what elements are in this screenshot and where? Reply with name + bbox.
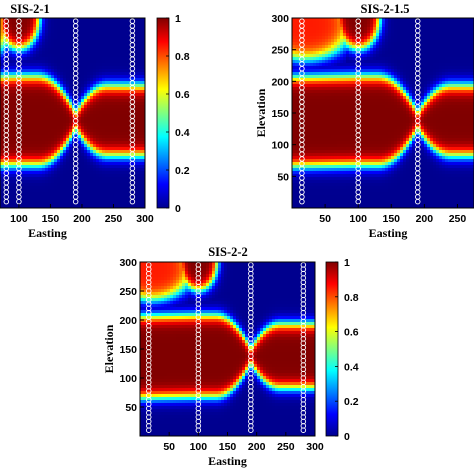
x-tick-label: 200 bbox=[248, 441, 266, 453]
sample-point bbox=[16, 18, 22, 24]
y-tick-label: 150 bbox=[119, 344, 137, 356]
y-tick-label: 250 bbox=[119, 286, 137, 298]
sample-point bbox=[72, 18, 79, 24]
y-tick-label: 150 bbox=[271, 108, 289, 120]
y-tick-label: 100 bbox=[271, 140, 289, 152]
x-axis-label: Easting bbox=[369, 226, 408, 240]
x-tick-label: 50 bbox=[163, 441, 175, 453]
colorbar bbox=[325, 261, 339, 437]
x-tick-label: 50 bbox=[319, 213, 331, 225]
sample-point bbox=[129, 18, 136, 24]
heatmap-field bbox=[0, 18, 145, 208]
x-axis-label: Easting bbox=[208, 454, 247, 468]
colorbar-tick-label: 0.8 bbox=[175, 51, 190, 63]
chart-title: SIS-2-1.5 bbox=[361, 2, 410, 16]
sample-point bbox=[195, 262, 202, 268]
chart-title: SIS-2-2 bbox=[208, 245, 248, 259]
y-tick-label: 50 bbox=[125, 402, 137, 414]
heatmap-field bbox=[140, 262, 315, 436]
colorbar-tick-label: 1 bbox=[344, 257, 350, 269]
colorbar bbox=[156, 17, 170, 209]
panel-1: SIS-2-1 100 150 200 250 300 Easting 0 0.2 0.4 0.6 0… bbox=[0, 2, 190, 240]
sample-point bbox=[300, 262, 307, 268]
sample-point bbox=[414, 18, 421, 24]
colorbar-tick-label: 0 bbox=[175, 203, 181, 215]
panel-2: SIS-2-1.5 50 100 150 200 250 Easting 50 100 150 20… bbox=[254, 2, 474, 240]
x-tick-label: 150 bbox=[219, 441, 237, 453]
x-tick-label: 300 bbox=[306, 441, 324, 453]
colorbar-tick-label: 0.2 bbox=[344, 396, 359, 408]
colorbar-tick-label: 0.8 bbox=[344, 292, 359, 304]
sample-point bbox=[299, 18, 305, 24]
y-axis-label: Elevation bbox=[102, 324, 116, 373]
x-tick-label: 250 bbox=[277, 441, 295, 453]
x-tick-label: 200 bbox=[73, 213, 91, 225]
colorbar-tick-label: 0.6 bbox=[344, 327, 359, 339]
chart-title: SIS-2-1 bbox=[10, 2, 50, 16]
x-tick-label: 300 bbox=[136, 213, 154, 225]
x-tick-label: 100 bbox=[349, 213, 367, 225]
plot-frame bbox=[0, 17, 146, 209]
colorbar-tick-label: 0 bbox=[344, 431, 350, 443]
x-tick-label: 250 bbox=[449, 213, 467, 225]
y-tick-label: 100 bbox=[119, 373, 137, 385]
x-axis-label: Easting bbox=[28, 226, 67, 240]
x-tick-label: 100 bbox=[190, 441, 208, 453]
x-tick-label: 200 bbox=[416, 213, 434, 225]
sample-point bbox=[145, 262, 152, 268]
x-tick-label: 100 bbox=[10, 213, 28, 225]
colorbar-tick-label: 0.6 bbox=[175, 89, 190, 101]
y-tick-label: 50 bbox=[277, 171, 289, 183]
colorbar-tick-label: 0.2 bbox=[175, 165, 190, 177]
x-tick-label: 250 bbox=[105, 213, 123, 225]
sample-point bbox=[3, 18, 10, 24]
y-axis-label: Elevation bbox=[254, 88, 268, 137]
sample-point bbox=[248, 262, 254, 268]
colorbar-tick-label: 0.4 bbox=[175, 127, 190, 139]
x-tick-label: 150 bbox=[42, 213, 60, 225]
heatmap-field bbox=[292, 18, 474, 208]
sample-point bbox=[355, 18, 361, 24]
colorbar-tick-label: 1 bbox=[175, 13, 181, 25]
y-tick-label: 300 bbox=[271, 13, 289, 25]
y-tick-label: 200 bbox=[271, 76, 289, 88]
panel-3: SIS-2-2 50 100 150 200 250 300 Easting 50 100 150 2… bbox=[102, 245, 359, 468]
y-tick-label: 250 bbox=[271, 45, 289, 57]
y-tick-label: 300 bbox=[119, 257, 137, 269]
x-tick-label: 150 bbox=[383, 213, 401, 225]
colorbar-tick-label: 0.4 bbox=[344, 361, 359, 373]
y-tick-label: 200 bbox=[119, 315, 137, 327]
